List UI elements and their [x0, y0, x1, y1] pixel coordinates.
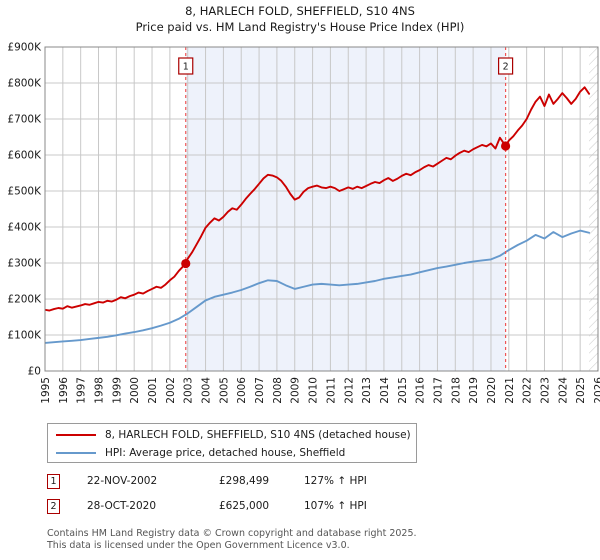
svg-text:£800K: £800K [7, 78, 42, 90]
transaction-date-1: 22-NOV-2002 [87, 475, 158, 487]
svg-text:2021: 2021 [504, 377, 516, 404]
transaction-price-2: £625,000 [219, 500, 270, 512]
legend-label-price-paid: 8, HARLECH FOLD, SHEFFIELD, S10 4NS (det… [105, 428, 411, 441]
legend-item-hpi: HPI: Average price, detached house, Shef… [48, 443, 416, 462]
page-title-line1: 8, HARLECH FOLD, SHEFFIELD, S10 4NS [185, 4, 415, 18]
svg-text:2025: 2025 [575, 377, 587, 404]
svg-text:2004: 2004 [201, 377, 213, 404]
plot-border [44, 46, 599, 372]
svg-text:2007: 2007 [254, 377, 266, 404]
svg-text:2000: 2000 [129, 377, 141, 404]
svg-text:2010: 2010 [308, 377, 320, 404]
transaction-table: 1 22-NOV-2002 £298,499 127% ↑ HPI 2 28-O… [47, 472, 467, 522]
y-axis-tick-labels: £0 £100K £200K £300K £400K £500K £600K £700K £80… [7, 42, 42, 378]
forecast-hatched-region [589, 47, 598, 371]
footer-line-copyright: Contains HM Land Registry data © Crown c… [47, 528, 417, 539]
svg-text:2013: 2013 [361, 377, 373, 404]
transaction-hpi-2: 107% ↑ HPI [304, 500, 367, 512]
svg-text:1998: 1998 [94, 377, 106, 404]
svg-text:1996: 1996 [58, 377, 70, 404]
svg-text:£100K: £100K [7, 330, 42, 342]
legend-item-price-paid: 8, HARLECH FOLD, SHEFFIELD, S10 4NS (det… [48, 425, 416, 444]
svg-text:2: 2 [503, 62, 509, 73]
svg-text:2015: 2015 [397, 377, 409, 404]
chart-svg: £0 £100K £200K £300K £400K £500K £600K £700K £80… [7, 42, 600, 404]
table-row: 1 22-NOV-2002 £298,499 127% ↑ HPI [47, 472, 467, 497]
svg-text:2008: 2008 [272, 377, 284, 404]
svg-text:1995: 1995 [40, 377, 52, 404]
svg-text:£500K: £500K [7, 186, 42, 198]
table-row: 2 28-OCT-2020 £625,000 107% ↑ HPI [47, 497, 467, 522]
svg-text:2018: 2018 [450, 377, 462, 404]
svg-text:2005: 2005 [218, 377, 230, 404]
footer-line-licence: This data is licensed under the Open Gov… [47, 539, 350, 551]
svg-text:1997: 1997 [76, 377, 88, 404]
legend-label-hpi: HPI: Average price, detached house, Shef… [105, 446, 346, 459]
svg-text:2006: 2006 [236, 377, 248, 404]
svg-text:2023: 2023 [539, 377, 551, 404]
svg-text:2019: 2019 [468, 377, 480, 404]
transaction-hpi-1: 127% ↑ HPI [304, 475, 367, 487]
transaction-date-2: 28-OCT-2020 [87, 500, 156, 512]
page-title-subtitle: Price paid vs. HM Land Registry's House … [135, 20, 465, 34]
x-axis-tick-labels: 1995 1996 1997 1998 1999 2000 2001 2002 2003 2004… [40, 377, 600, 404]
legend-swatch-hpi [56, 451, 96, 454]
svg-text:£900K: £900K [7, 42, 42, 54]
svg-text:2014: 2014 [379, 377, 391, 404]
svg-text:2017: 2017 [432, 377, 444, 404]
svg-text:£300K: £300K [7, 258, 42, 270]
svg-text:2011: 2011 [325, 377, 337, 404]
svg-text:2009: 2009 [290, 377, 302, 404]
page-title: 8, HARLECH FOLD, SHEFFIELD, S10 4NS Pric… [0, 3, 600, 35]
svg-text:£700K: £700K [7, 114, 42, 126]
svg-text:2012: 2012 [343, 377, 355, 404]
svg-text:2022: 2022 [522, 377, 534, 404]
transaction-period-band [185, 47, 506, 371]
chart-plot-area: £0 £100K £200K £300K £400K £500K £600K £700K £80… [7, 42, 600, 404]
footer-attribution: Contains HM Land Registry data © Crown c… [47, 528, 587, 551]
transaction-price-1: £298,499 [219, 475, 270, 487]
svg-text:1: 1 [183, 62, 189, 73]
svg-text:2016: 2016 [415, 377, 427, 404]
transaction-badge-2: 2 [47, 499, 60, 514]
svg-text:2003: 2003 [183, 377, 195, 404]
transaction-badge-1: 1 [47, 474, 60, 489]
svg-text:2002: 2002 [165, 377, 177, 404]
chart-series-lines [45, 86, 591, 344]
svg-text:£200K: £200K [7, 294, 42, 306]
svg-text:2026: 2026 [593, 377, 600, 404]
svg-text:£0: £0 [28, 366, 41, 378]
svg-text:2020: 2020 [486, 377, 498, 404]
svg-text:2001: 2001 [147, 377, 159, 404]
svg-text:1999: 1999 [111, 377, 123, 404]
svg-text:£400K: £400K [7, 222, 42, 234]
legend-swatch-price-paid [56, 433, 96, 436]
svg-text:£600K: £600K [7, 150, 42, 162]
chart-legend: 8, HARLECH FOLD, SHEFFIELD, S10 4NS (det… [47, 423, 417, 463]
svg-text:2024: 2024 [557, 377, 569, 404]
